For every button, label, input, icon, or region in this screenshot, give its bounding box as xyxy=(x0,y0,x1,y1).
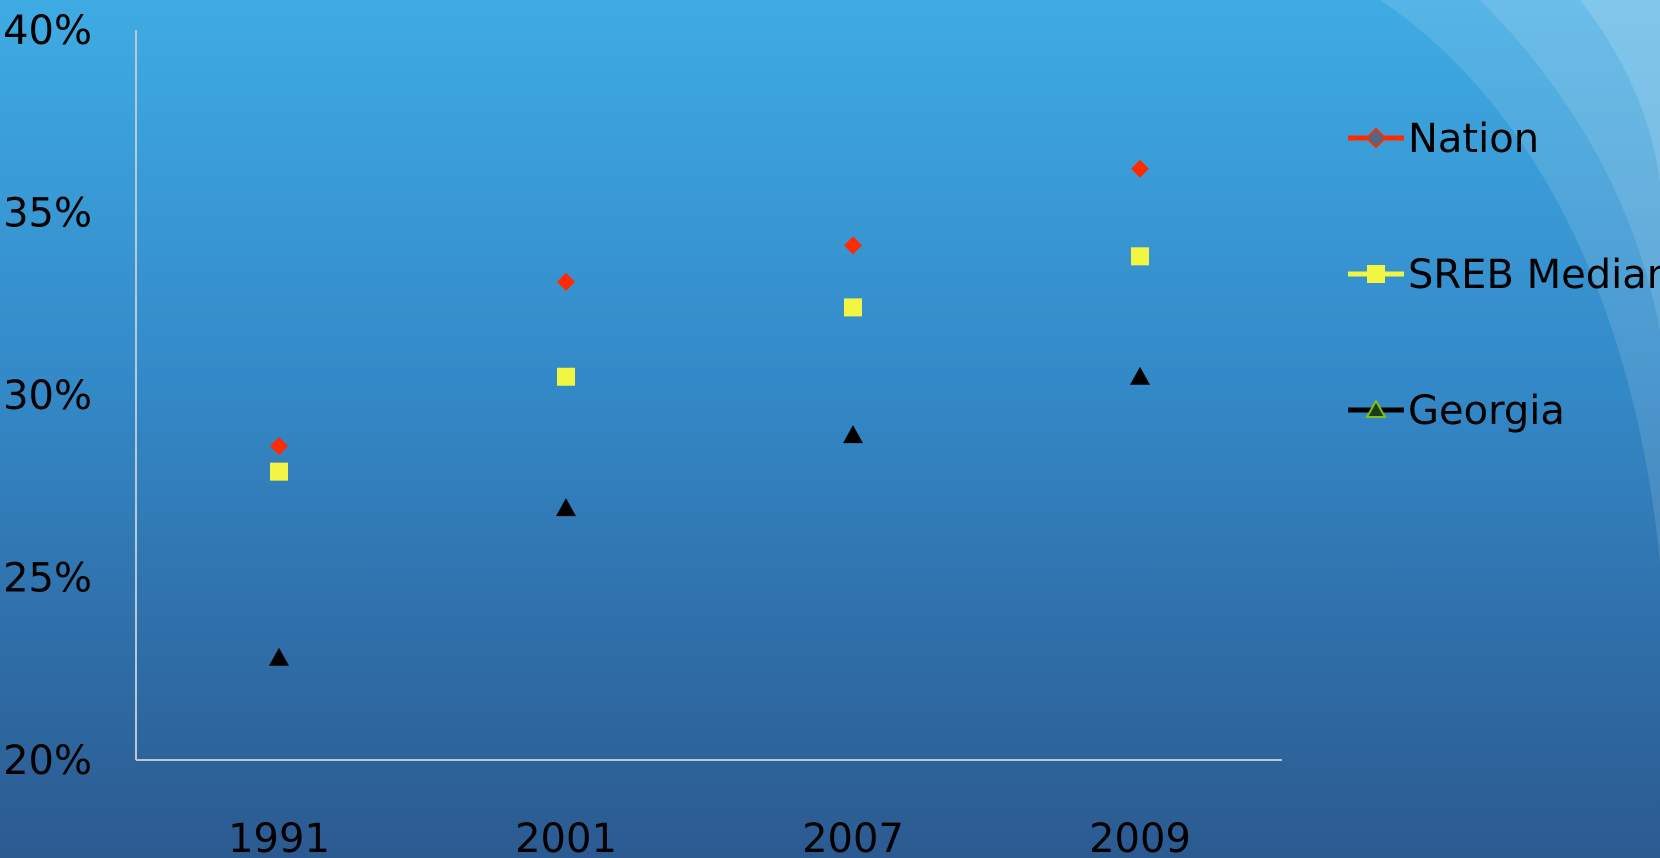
y-tick-label: 35% xyxy=(3,191,92,237)
data-point xyxy=(557,367,575,386)
y-tick-label: 20% xyxy=(3,738,92,784)
legend-item: Nation xyxy=(1348,116,1539,162)
data-point xyxy=(1131,247,1149,266)
y-tick-label: 25% xyxy=(3,556,92,602)
data-point xyxy=(556,498,576,517)
series-georgia xyxy=(269,366,1150,666)
data-point xyxy=(270,437,288,456)
y-axis-tick-labels: 20% 25% 30% 35% 40% xyxy=(3,8,92,784)
x-tick-label: 2009 xyxy=(1089,816,1191,858)
data-point xyxy=(844,298,862,317)
legend-marker xyxy=(1367,265,1385,283)
x-axis-tick-labels: 1991 2001 2007 2009 xyxy=(228,816,1191,858)
data-point xyxy=(270,462,288,481)
data-point xyxy=(269,647,289,666)
legend-label: SREB Median xyxy=(1408,252,1660,298)
data-point xyxy=(843,425,863,444)
legend-item: Georgia xyxy=(1348,388,1565,434)
data-point xyxy=(1131,159,1149,178)
x-tick-label: 1991 xyxy=(228,816,330,858)
legend-item: SREB Median xyxy=(1348,252,1660,298)
legend-label: Georgia xyxy=(1408,388,1565,434)
data-point xyxy=(1130,366,1150,385)
x-tick-label: 2007 xyxy=(802,816,904,858)
legend-marker xyxy=(1365,127,1387,149)
y-tick-label: 40% xyxy=(3,8,92,54)
legend: Nation SREB Median Georgia xyxy=(1348,116,1660,434)
data-points xyxy=(269,159,1150,666)
series-sreb-median xyxy=(270,247,1149,481)
series-nation xyxy=(270,159,1149,456)
legend-label: Nation xyxy=(1408,116,1539,162)
data-point xyxy=(557,272,575,291)
y-tick-label: 30% xyxy=(3,373,92,419)
data-point xyxy=(844,236,862,255)
x-tick-label: 2001 xyxy=(515,816,617,858)
legend-marker xyxy=(1365,398,1387,418)
chart-axes xyxy=(135,30,1282,761)
